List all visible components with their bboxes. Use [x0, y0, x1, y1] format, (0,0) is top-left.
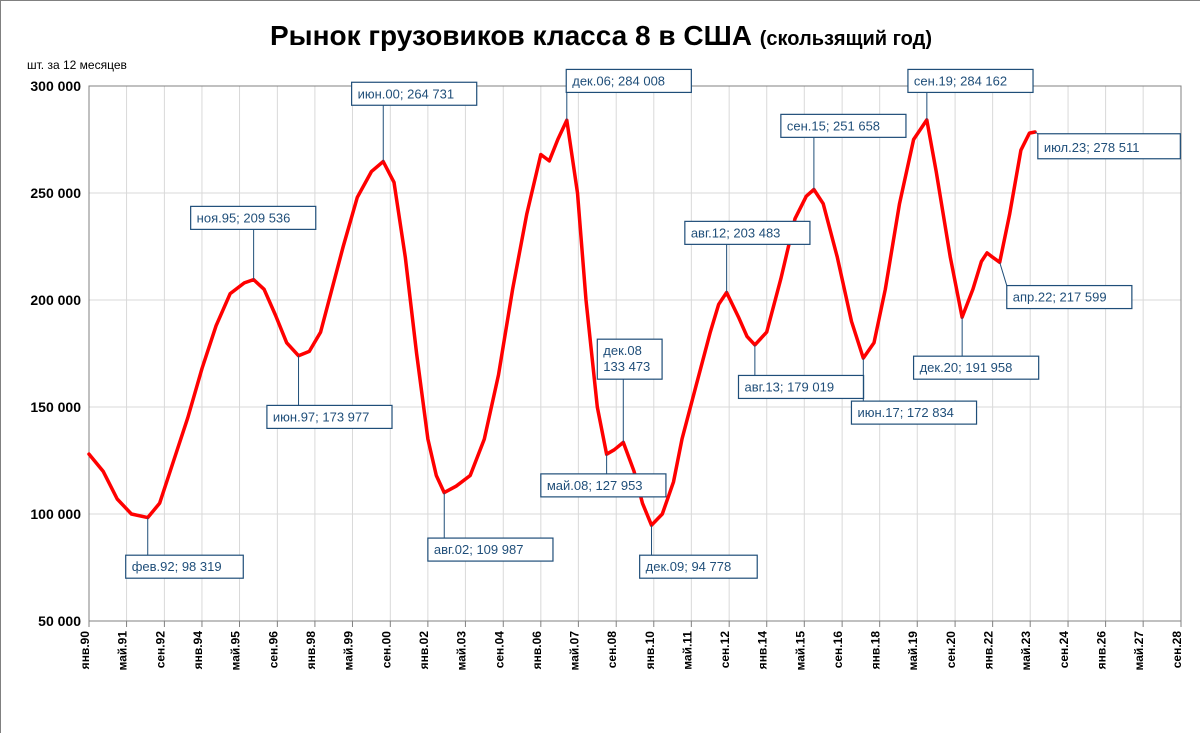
callout-text: авг.02; 109 987: [434, 542, 524, 557]
x-tick-label: сен.12: [718, 631, 732, 669]
callout-text: май.08; 127 953: [547, 478, 643, 493]
x-tick-label: май.23: [1019, 631, 1033, 671]
x-tick-label: сен.00: [379, 631, 393, 669]
callout-text: авг.13; 179 019: [744, 379, 834, 394]
x-tick-label: янв.14: [756, 631, 770, 670]
callout-text: фев.92; 98 319: [132, 559, 222, 574]
y-tick-label: 100 000: [30, 506, 81, 522]
callout-text: 133 473: [603, 359, 650, 374]
x-tick-label: сен.92: [153, 631, 167, 669]
x-tick-label: май.91: [116, 631, 130, 671]
y-tick-label: 50 000: [38, 613, 81, 629]
y-axis-label: шт. за 12 месяцев: [27, 58, 127, 72]
callout-text: апр.22; 217 599: [1013, 290, 1107, 305]
x-tick-label: май.99: [341, 631, 355, 671]
y-tick-label: 200 000: [30, 292, 81, 308]
x-tick-label: сен.04: [492, 631, 506, 669]
x-tick-label: май.07: [567, 631, 581, 671]
y-tick-label: 300 000: [30, 78, 81, 94]
x-tick-label: сен.16: [831, 631, 845, 669]
callout-text: дек.06; 284 008: [572, 73, 665, 88]
x-tick-label: сен.28: [1170, 631, 1184, 669]
callout: июл.23; 278 511: [1035, 132, 1180, 159]
callout-text: дек.20; 191 958: [920, 360, 1013, 375]
x-tick-label: сен.96: [266, 631, 280, 669]
callout-text: сен.15; 251 658: [787, 118, 880, 133]
callout-text: июн.00; 264 731: [358, 86, 454, 101]
x-tick-label: май.19: [906, 631, 920, 671]
x-tick-label: янв.90: [78, 631, 92, 670]
x-tick-label: янв.94: [191, 631, 205, 670]
callout-text: июн.17; 172 834: [857, 405, 953, 420]
x-tick-label: май.11: [680, 631, 694, 670]
x-tick-label: май.03: [454, 631, 468, 671]
x-tick-label: янв.98: [304, 631, 318, 670]
y-tick-label: 150 000: [30, 399, 81, 415]
callout-text: сен.19; 284 162: [914, 73, 1007, 88]
y-tick-label: 250 000: [30, 185, 81, 201]
callout-text: июл.23; 278 511: [1044, 140, 1140, 155]
callout-text: дек.09; 94 778: [646, 559, 732, 574]
chart-svg: Рынок грузовиков класса 8 в США (скользя…: [1, 1, 1200, 734]
x-tick-label: май.95: [229, 631, 243, 671]
x-tick-label: янв.22: [982, 631, 996, 670]
x-tick-label: янв.02: [417, 631, 431, 670]
x-tick-label: сен.20: [944, 631, 958, 669]
callout-text: дек.08: [603, 343, 642, 358]
x-tick-label: сен.08: [605, 631, 619, 669]
x-tick-label: сен.24: [1057, 631, 1071, 669]
x-tick-label: янв.26: [1095, 631, 1109, 670]
callout-text: ноя.95; 209 536: [197, 210, 291, 225]
x-tick-label: янв.18: [869, 631, 883, 670]
x-tick-label: май.15: [793, 631, 807, 671]
x-tick-label: янв.10: [643, 631, 657, 670]
callout-text: авг.12; 203 483: [691, 225, 781, 240]
x-tick-label: май.27: [1132, 631, 1146, 671]
callout-text: июн.97; 173 977: [273, 409, 369, 424]
x-tick-label: янв.06: [530, 631, 544, 670]
